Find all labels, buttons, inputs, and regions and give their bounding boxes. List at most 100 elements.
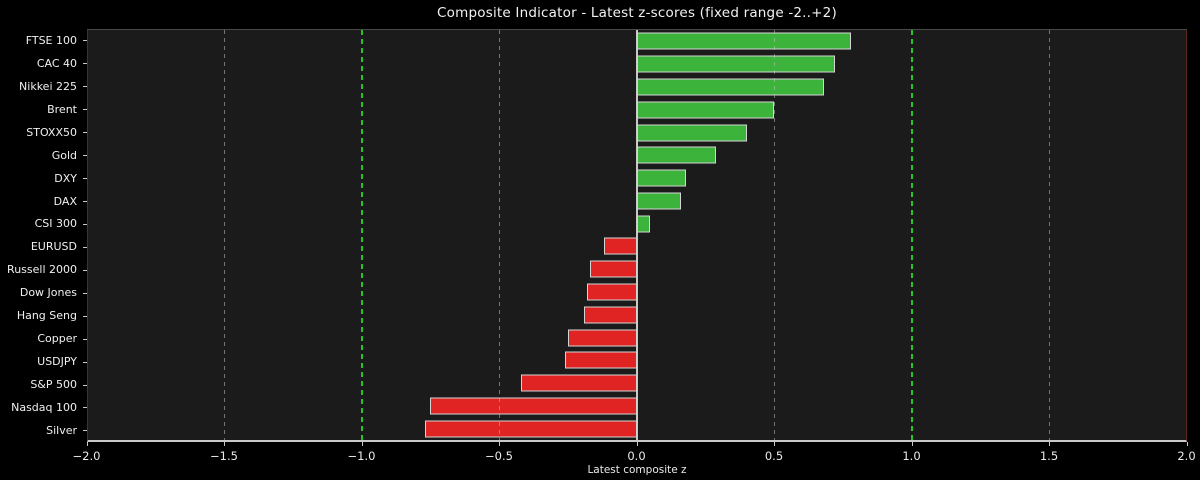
x-tick-mark [636,442,638,446]
ylabel-row-s-p-500: S&P 500 [0,373,87,396]
y-tick-mark [83,86,87,88]
y-axis-label: STOXX50 [26,125,77,139]
bar-dow-jones [587,283,637,301]
x-tick-label: 0.5 [764,449,784,463]
bar-row-cac-40 [88,53,1186,76]
reference-line-minus1 [360,30,363,440]
y-tick-mark [83,430,87,432]
ylabel-row-hang-seng: Hang Seng [0,304,87,327]
y-tick-mark [83,132,87,134]
x-tick-label: −0.5 [485,449,513,463]
x-tick-label: 1.0 [902,449,921,463]
ylabel-row-nikkei-225: Nikkei 225 [0,75,87,98]
bar-row-nikkei-225 [88,76,1186,99]
y-tick-mark [83,40,87,42]
y-tick-mark [83,201,87,203]
bar-row-eurusd [88,235,1186,258]
bar-silver [424,420,637,438]
bar-nikkei-225 [636,78,824,96]
ylabel-row-csi-300: CSI 300 [0,213,87,236]
ylabel-row-copper: Copper [0,327,87,350]
y-axis-label: S&P 500 [30,378,77,392]
bar-row-stoxx50 [88,121,1186,144]
bar-row-brent [88,98,1186,121]
ylabel-row-stoxx50: STOXX50 [0,121,87,144]
bar-csi-300 [636,215,651,233]
y-axis-label: Copper [37,332,77,346]
bar-row-csi-300 [88,212,1186,235]
bar-hang-seng [584,306,637,324]
y-axis-label: Nasdaq 100 [11,400,77,414]
ylabel-row-dax: DAX [0,190,87,213]
ylabel-row-brent: Brent [0,98,87,121]
x-tick-label: 0.0 [627,449,646,463]
ylabel-row-gold: Gold [0,144,87,167]
bar-russell-2000 [589,260,637,278]
ylabel-row-ftse-100: FTSE 100 [0,29,87,52]
bar-cac-40 [636,55,835,73]
y-axis-label: USDJPY [37,355,77,369]
bar-usdjpy [565,351,637,369]
x-tick-mark [1186,442,1188,446]
y-axis-label: CAC 40 [36,56,77,70]
y-tick-mark [83,109,87,111]
x-tick-label: −1.0 [347,449,376,463]
ylabel-row-russell-2000: Russell 2000 [0,258,87,281]
gridline [498,30,500,440]
x-tick-mark [499,442,500,446]
x-tick-mark [774,442,775,446]
y-tick-mark [83,407,87,409]
x-tick-mark [911,442,913,446]
bar-s-p-500 [521,374,637,392]
bar-brent [636,101,774,119]
y-tick-mark [83,361,87,363]
reference-line-plus1 [910,30,913,440]
bars-container [88,30,1186,440]
y-axis-labels: FTSE 100 CAC 40 Nikkei 225 Brent STOXX50 Gold… [0,29,87,442]
x-axis: −2.0 −1.5 −1.0 −0.5 0.0 0.5 1.0 1.5 2.0 [73,442,1196,472]
y-tick-mark [83,223,87,225]
x-tick-label: −2.0 [72,449,101,463]
y-tick-mark [83,384,87,386]
bar-row-dow-jones [88,281,1186,304]
x-tick-mark [224,442,225,446]
bar-gold [636,146,717,164]
y-axis-label: Brent [47,102,77,116]
y-tick-mark [83,178,87,180]
y-axis-label: Silver [46,423,77,437]
bar-dax [636,192,681,210]
ylabel-row-cac-40: CAC 40 [0,52,87,75]
x-tick-mark [86,442,88,446]
bar-nasdaq-100 [430,397,637,415]
ylabel-row-silver: Silver [0,419,87,442]
bar-row-hang-seng [88,303,1186,326]
gridline [773,30,775,440]
x-tick-mark [361,442,363,446]
bar-ftse-100 [636,32,851,50]
bar-row-copper [88,326,1186,349]
chart-title: Composite Indicator - Latest z-scores (f… [437,5,837,21]
zero-reference-line [635,30,638,440]
y-axis-label: Dow Jones [19,286,77,300]
y-axis-label: Hang Seng [16,309,77,323]
bar-dxy [636,169,686,187]
x-axis-title: Latest composite z [587,464,687,476]
y-axis-label: CSI 300 [34,217,77,231]
y-axis-label: Russell 2000 [7,263,77,277]
y-axis-label: FTSE 100 [25,33,77,47]
gridline [223,30,225,440]
bar-row-russell-2000 [88,258,1186,281]
bar-row-dxy [88,167,1186,190]
y-axis-label: Gold [51,148,77,162]
y-axis-label: DXY [54,171,77,185]
bar-copper [567,329,637,347]
y-axis-label: DAX [53,194,77,208]
bar-row-dax [88,189,1186,212]
bar-row-nasdaq-100 [88,395,1186,418]
bar-row-ftse-100 [88,30,1186,53]
x-tick-label: 2.0 [1177,449,1196,463]
ylabel-row-dow-jones: Dow Jones [0,281,87,304]
bar-row-s-p-500 [88,372,1186,395]
x-tick-label: −1.5 [210,449,238,463]
